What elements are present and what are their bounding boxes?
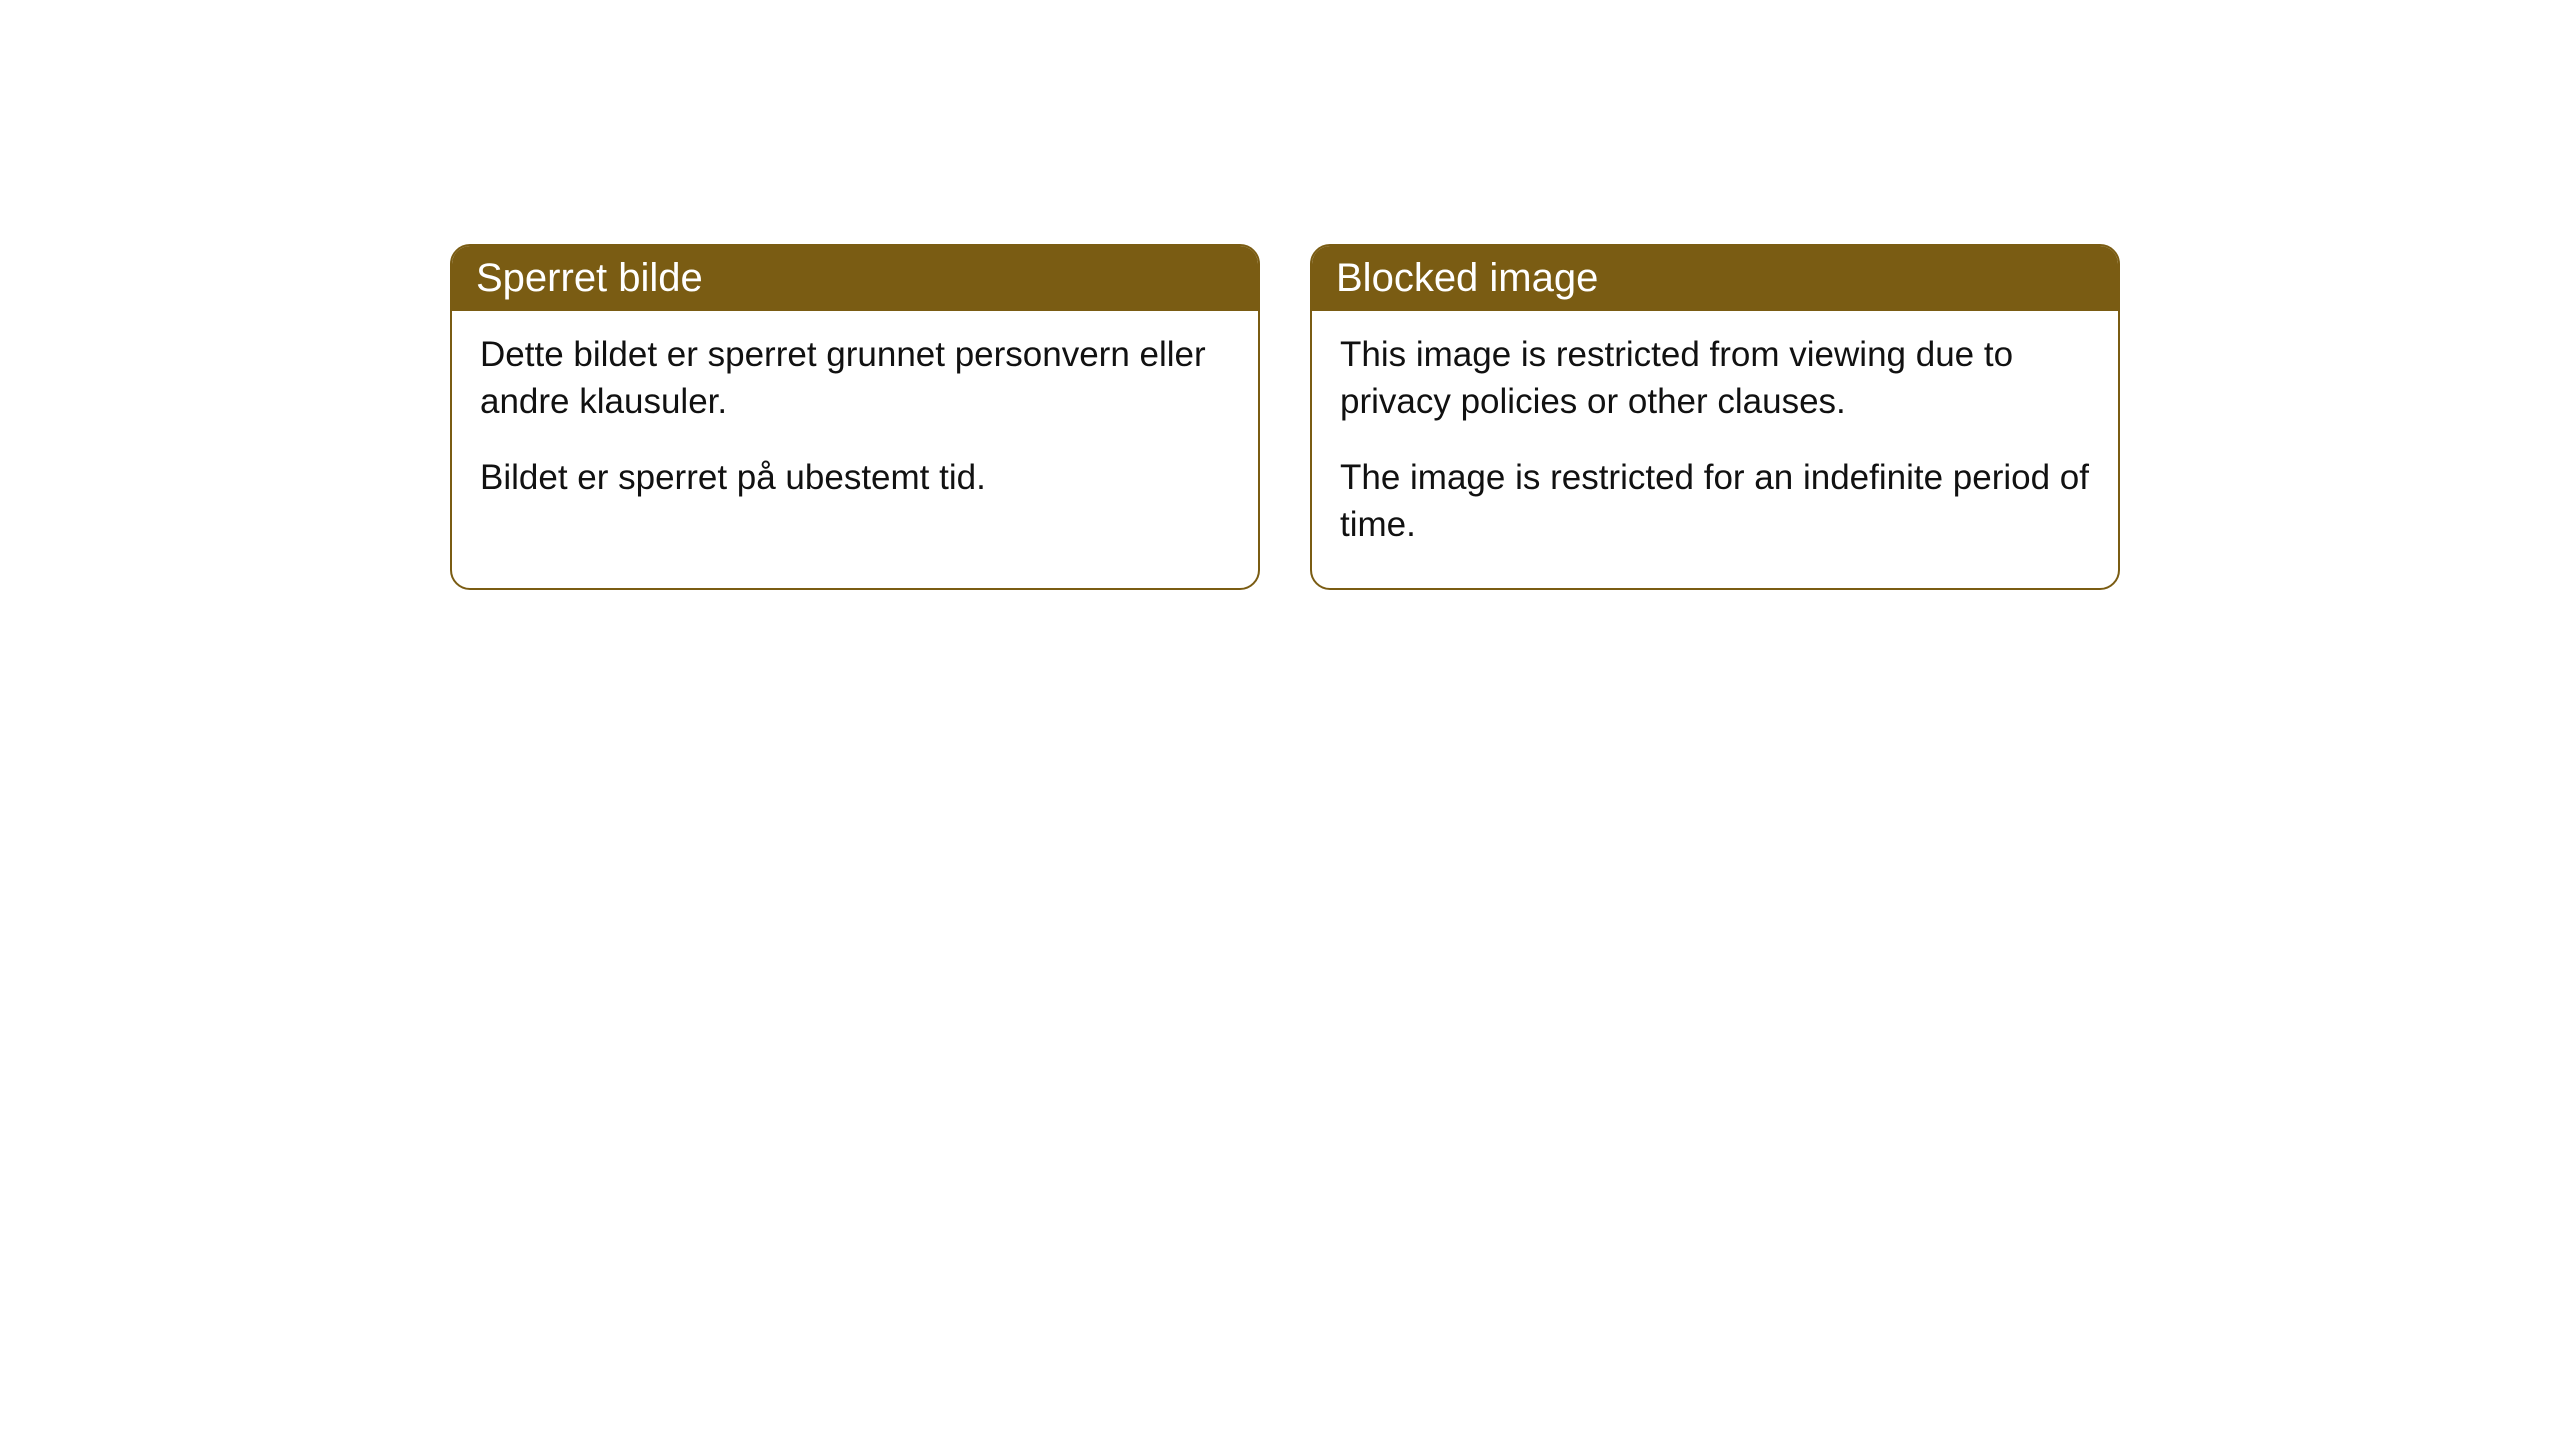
notice-cards-row: Sperret bilde Dette bildet er sperret gr… <box>450 244 2120 590</box>
card-paragraph: Dette bildet er sperret grunnet personve… <box>480 331 1230 426</box>
card-paragraph: The image is restricted for an indefinit… <box>1340 454 2090 549</box>
card-title: Blocked image <box>1312 246 2118 311</box>
card-body: This image is restricted from viewing du… <box>1312 311 2118 588</box>
card-body: Dette bildet er sperret grunnet personve… <box>452 311 1258 541</box>
card-paragraph: This image is restricted from viewing du… <box>1340 331 2090 426</box>
card-paragraph: Bildet er sperret på ubestemt tid. <box>480 454 1230 501</box>
blocked-image-card-en: Blocked image This image is restricted f… <box>1310 244 2120 590</box>
blocked-image-card-no: Sperret bilde Dette bildet er sperret gr… <box>450 244 1260 590</box>
card-title: Sperret bilde <box>452 246 1258 311</box>
